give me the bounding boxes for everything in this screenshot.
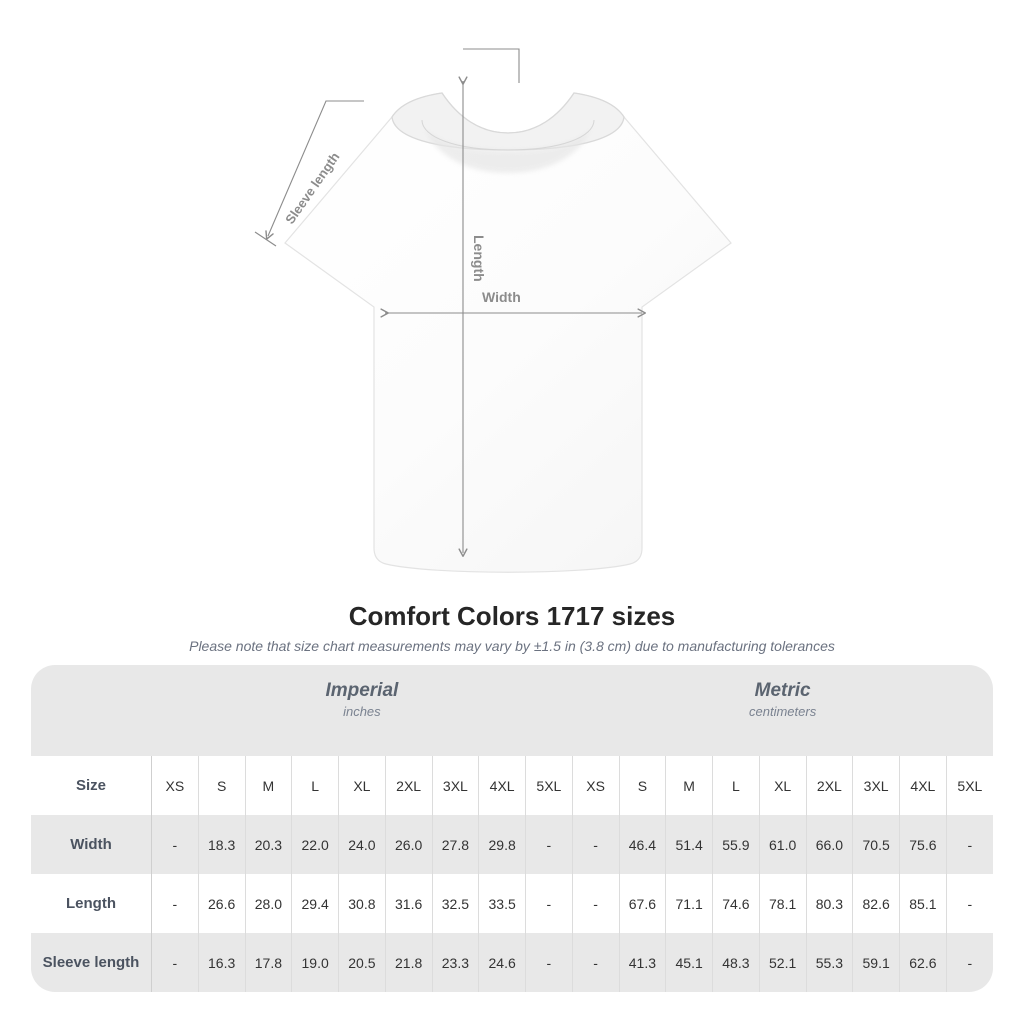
svg-text:Length: Length: [471, 235, 487, 282]
svg-text:Width: Width: [482, 289, 521, 305]
